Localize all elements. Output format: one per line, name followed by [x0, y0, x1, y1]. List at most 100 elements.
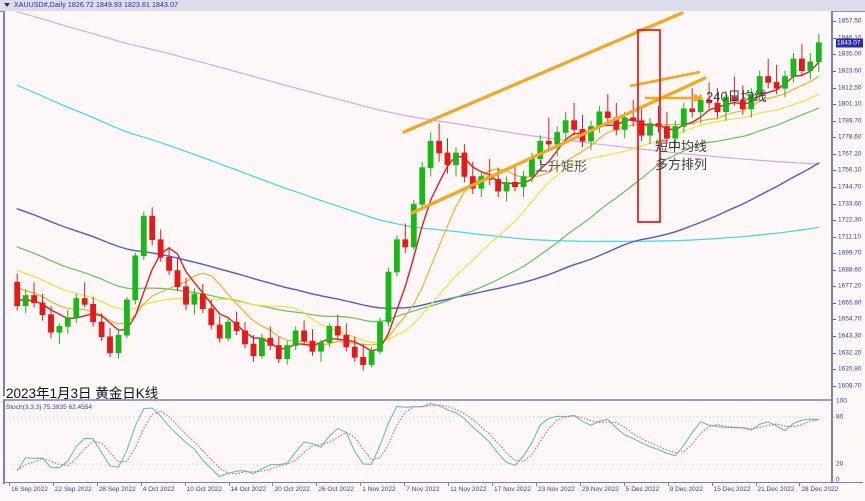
candle-body [723, 96, 729, 113]
price-axis-label: 1778.60 [838, 133, 862, 141]
price-axis-label: 1801.10 [838, 100, 862, 108]
date-tick [799, 482, 801, 486]
price-tick [833, 170, 836, 172]
ma-line-120 [16, 84, 820, 242]
price-tick [833, 21, 836, 23]
price-tick [833, 319, 836, 321]
date-axis-label: 28 Sep 2022 [98, 486, 136, 493]
candle-body [98, 321, 105, 337]
candle-body [107, 336, 113, 354]
annotation-ma240: 240日均线 [706, 89, 767, 104]
date-tick [316, 482, 318, 486]
candle-body [520, 176, 527, 188]
candle-body [225, 321, 231, 339]
date-tick [404, 482, 406, 486]
candle-body [630, 117, 636, 121]
candle-body [647, 123, 653, 136]
annotation-rising-rectangle: 上升矩形 [535, 159, 588, 174]
candle-body [680, 108, 687, 127]
candle-body [444, 152, 451, 165]
date-axis-label: 15 Dec 2022 [713, 486, 751, 493]
price-axis-label: 1789.70 [838, 117, 862, 125]
candle-body [284, 345, 291, 359]
candle-body [267, 337, 274, 346]
candle-body [115, 334, 122, 354]
candle-body [495, 179, 501, 192]
price-axis-label: 1688.60 [838, 266, 862, 274]
date-axis-label: 23 Nov 2022 [537, 486, 575, 493]
stoch-scale-label: 100 [836, 397, 847, 405]
price-tick [833, 352, 836, 354]
candle-body [545, 140, 552, 145]
date-tick [755, 482, 757, 486]
candle-body [604, 111, 611, 119]
price-tick [833, 269, 836, 271]
candle-body [410, 204, 417, 248]
price-tick [833, 336, 836, 338]
stochastic-label: Stoch(3,3,3) 75.3935 62.4554 [6, 404, 93, 411]
candle-body [588, 126, 594, 142]
date-axis-label: 29 Nov 2022 [581, 486, 619, 493]
candle-body [301, 330, 307, 342]
candle-body [436, 140, 442, 154]
candle-body [773, 82, 780, 89]
price-tick [833, 104, 836, 106]
stoch-scale-label: 0 [836, 476, 840, 484]
candle-body [706, 99, 712, 104]
date-axis-label: 20 Oct 2022 [274, 486, 310, 493]
candle-body [292, 330, 299, 346]
candle-body [377, 321, 383, 352]
current-price-badge: 1843.07 [836, 38, 863, 48]
candle-body [124, 299, 130, 336]
candle-body [90, 303, 96, 323]
chart-caption: 2023年1月3日 黄金日K线 [6, 386, 159, 401]
highlight-box [637, 29, 661, 223]
annotation-arrow-head [694, 94, 704, 102]
candle-body [343, 334, 350, 348]
candle-body [393, 239, 400, 273]
price-axis-label: 1823.60 [838, 67, 862, 75]
date-axis-label: 22 Sep 2022 [54, 486, 92, 493]
date-axis-label: 17 Nov 2022 [494, 486, 531, 493]
candle-body [663, 126, 670, 139]
candle-body [140, 215, 147, 257]
date-tick [623, 482, 625, 486]
candle-body [402, 239, 409, 248]
price-tick [833, 253, 836, 255]
date-tick [492, 482, 494, 486]
date-tick [96, 482, 98, 486]
candle-body [672, 126, 679, 139]
candle-body [157, 239, 164, 258]
candle-body [537, 140, 544, 160]
price-axis-label: 1857.50 [838, 17, 862, 25]
candle-body [748, 93, 755, 110]
candle-body [571, 120, 577, 130]
date-axis-line [3, 482, 863, 483]
price-pane [3, 11, 833, 396]
candle-body [798, 58, 805, 72]
stoch-scale-label: 80 [836, 413, 844, 421]
price-tick [833, 187, 836, 189]
price-axis-label: 1767.20 [838, 150, 862, 158]
candle-body [309, 340, 316, 352]
trend-line-ray [629, 70, 701, 88]
ma-line-240 [16, 11, 820, 165]
date-tick [579, 482, 581, 486]
candle-body [739, 99, 746, 110]
candle-body [453, 152, 459, 165]
price-axis-label: 1620.80 [838, 365, 862, 373]
date-tick [52, 482, 54, 486]
candle-body [233, 321, 240, 332]
date-axis-label: 1 Nov 2022 [362, 486, 396, 493]
price-tick [833, 87, 836, 89]
date-axis-label: 26 Oct 2022 [318, 486, 354, 493]
date-axis-label: 9 Dec 2022 [669, 486, 703, 493]
chevron-down-icon[interactable] [4, 3, 10, 7]
candle-body [334, 326, 341, 336]
date-axis-label: 16 Sep 2022 [11, 486, 48, 493]
price-tick [833, 286, 836, 288]
candle-body [655, 123, 662, 127]
candle-body [132, 255, 139, 301]
